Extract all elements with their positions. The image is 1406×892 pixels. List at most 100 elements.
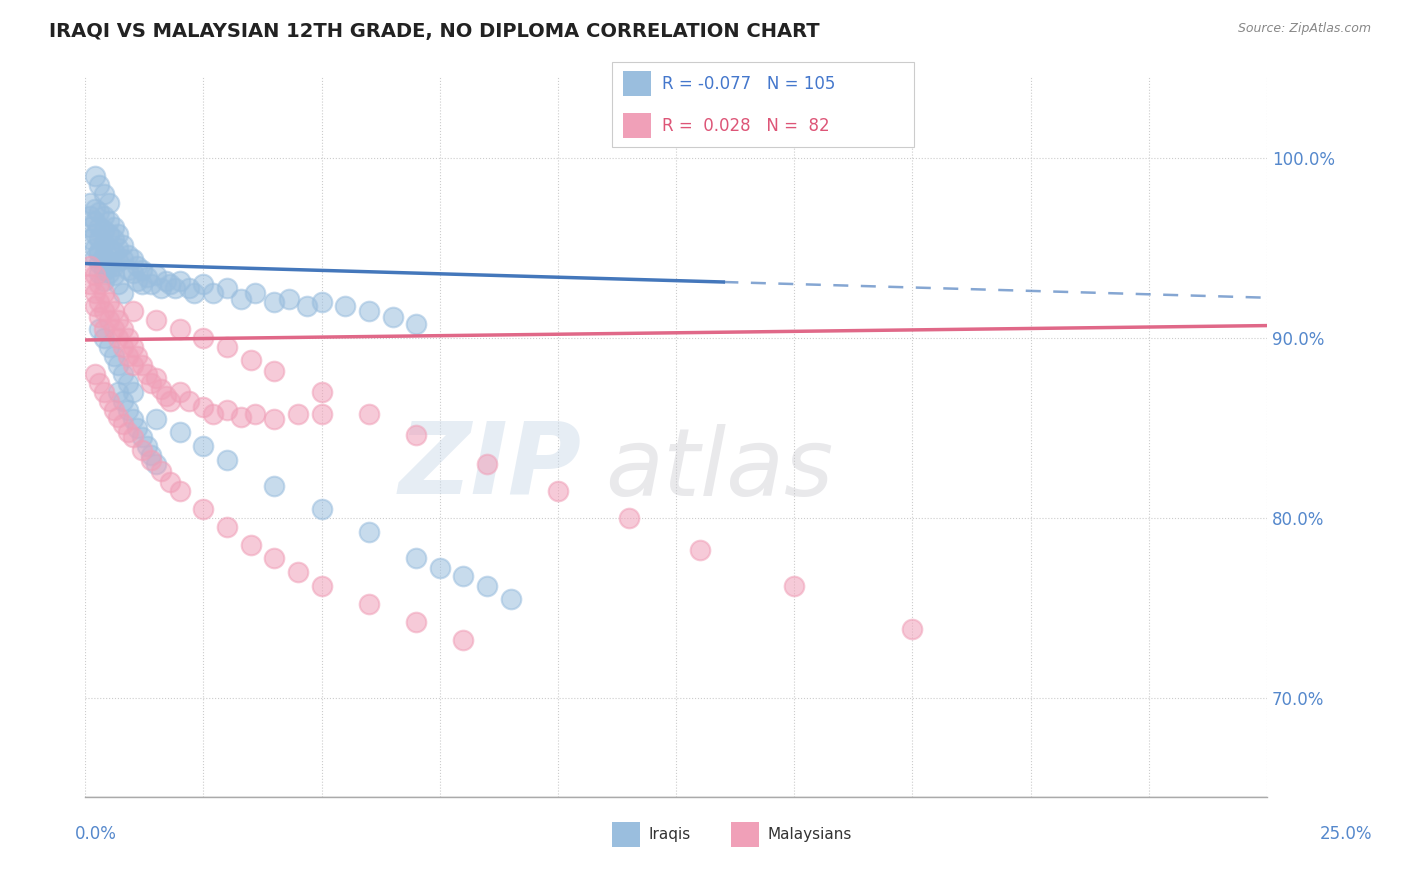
Point bbox=[127, 421, 149, 435]
Point bbox=[131, 430, 153, 444]
Point bbox=[93, 209, 115, 223]
Point bbox=[97, 255, 120, 269]
Point bbox=[149, 281, 172, 295]
Point bbox=[121, 340, 143, 354]
Point bbox=[89, 376, 111, 391]
Point bbox=[135, 439, 157, 453]
Point bbox=[103, 403, 125, 417]
Point bbox=[277, 292, 299, 306]
Text: Iraqis: Iraqis bbox=[648, 828, 690, 842]
Point bbox=[89, 295, 111, 310]
Point bbox=[193, 331, 215, 345]
Point bbox=[405, 317, 427, 331]
Point bbox=[311, 502, 333, 516]
Point bbox=[145, 268, 167, 283]
Point bbox=[117, 331, 139, 345]
Point bbox=[112, 417, 135, 432]
Point bbox=[263, 363, 285, 377]
Point bbox=[117, 376, 139, 391]
Point bbox=[107, 227, 129, 241]
Point bbox=[121, 267, 143, 281]
Point bbox=[127, 349, 149, 363]
Point bbox=[103, 244, 125, 259]
Point bbox=[135, 270, 157, 285]
Point bbox=[499, 591, 522, 606]
Point bbox=[89, 322, 111, 336]
Point bbox=[79, 277, 101, 292]
Point bbox=[179, 281, 201, 295]
Text: 25.0%: 25.0% bbox=[1319, 825, 1372, 843]
Point bbox=[103, 322, 125, 336]
Point bbox=[217, 520, 239, 534]
Point bbox=[107, 385, 129, 400]
Point bbox=[193, 277, 215, 292]
Point bbox=[263, 478, 285, 492]
Point bbox=[107, 358, 129, 372]
Point bbox=[103, 268, 125, 283]
Point bbox=[263, 295, 285, 310]
Point bbox=[107, 253, 129, 268]
Point bbox=[201, 407, 224, 421]
Point bbox=[107, 241, 129, 255]
Point bbox=[689, 543, 711, 558]
Text: atlas: atlas bbox=[605, 424, 834, 515]
Point bbox=[239, 352, 262, 367]
Point bbox=[89, 267, 111, 281]
Point bbox=[89, 219, 111, 234]
Point bbox=[145, 370, 167, 384]
Point bbox=[89, 232, 111, 246]
Point bbox=[97, 340, 120, 354]
Point bbox=[117, 425, 139, 439]
Point bbox=[475, 457, 498, 471]
Point bbox=[127, 274, 149, 288]
Point bbox=[131, 358, 153, 372]
Point bbox=[107, 331, 129, 345]
Point bbox=[169, 274, 191, 288]
Point bbox=[405, 550, 427, 565]
Point bbox=[169, 322, 191, 336]
Point bbox=[107, 313, 129, 327]
Text: R =  0.028   N =  82: R = 0.028 N = 82 bbox=[662, 117, 830, 135]
Point bbox=[79, 219, 101, 234]
Point bbox=[405, 428, 427, 442]
Point bbox=[201, 286, 224, 301]
Point bbox=[311, 579, 333, 593]
Point bbox=[245, 407, 267, 421]
Point bbox=[93, 274, 115, 288]
Point bbox=[155, 274, 177, 288]
Point bbox=[141, 376, 163, 391]
Point bbox=[103, 219, 125, 234]
Point bbox=[231, 410, 253, 425]
Point bbox=[97, 267, 120, 281]
Point bbox=[117, 263, 139, 277]
Point bbox=[97, 196, 120, 211]
Point bbox=[231, 292, 253, 306]
Point bbox=[103, 259, 125, 273]
Point bbox=[145, 313, 167, 327]
Point bbox=[83, 299, 105, 313]
Point bbox=[93, 385, 115, 400]
Point bbox=[131, 277, 153, 292]
Point bbox=[263, 550, 285, 565]
Point bbox=[179, 394, 201, 409]
Point bbox=[217, 403, 239, 417]
Point bbox=[117, 349, 139, 363]
Point bbox=[141, 453, 163, 467]
Point bbox=[121, 412, 143, 426]
Point bbox=[93, 235, 115, 250]
Point bbox=[245, 286, 267, 301]
Point bbox=[121, 430, 143, 444]
Point bbox=[311, 385, 333, 400]
Point bbox=[79, 232, 101, 246]
Point bbox=[169, 385, 191, 400]
Point bbox=[93, 304, 115, 318]
Point bbox=[93, 223, 115, 237]
Point bbox=[547, 483, 569, 498]
Point bbox=[357, 597, 380, 611]
Point bbox=[145, 457, 167, 471]
Point bbox=[93, 250, 115, 264]
Point bbox=[145, 412, 167, 426]
Text: Source: ZipAtlas.com: Source: ZipAtlas.com bbox=[1237, 22, 1371, 36]
Point bbox=[89, 310, 111, 324]
Point bbox=[112, 237, 135, 252]
